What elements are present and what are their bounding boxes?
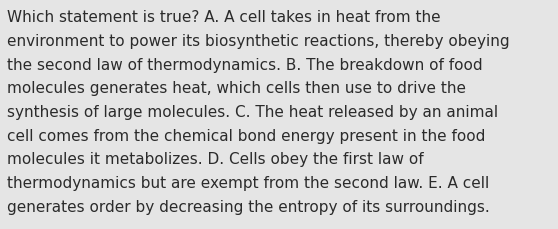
Text: molecules generates heat, which cells then use to drive the: molecules generates heat, which cells th… <box>7 81 466 96</box>
Text: generates order by decreasing the entropy of its surroundings.: generates order by decreasing the entrop… <box>7 199 490 214</box>
Text: Which statement is true? A. A cell takes in heat from the: Which statement is true? A. A cell takes… <box>7 10 441 25</box>
Text: molecules it metabolizes. D. Cells obey the first law of: molecules it metabolizes. D. Cells obey … <box>7 152 424 167</box>
Text: synthesis of large molecules. C. The heat released by an animal: synthesis of large molecules. C. The hea… <box>7 105 498 120</box>
Text: cell comes from the chemical bond energy present in the food: cell comes from the chemical bond energy… <box>7 128 485 143</box>
Text: thermodynamics but are exempt from the second law. E. A cell: thermodynamics but are exempt from the s… <box>7 175 489 190</box>
Text: the second law of thermodynamics. B. The breakdown of food: the second law of thermodynamics. B. The… <box>7 57 483 72</box>
Text: environment to power its biosynthetic reactions, thereby obeying: environment to power its biosynthetic re… <box>7 34 510 49</box>
